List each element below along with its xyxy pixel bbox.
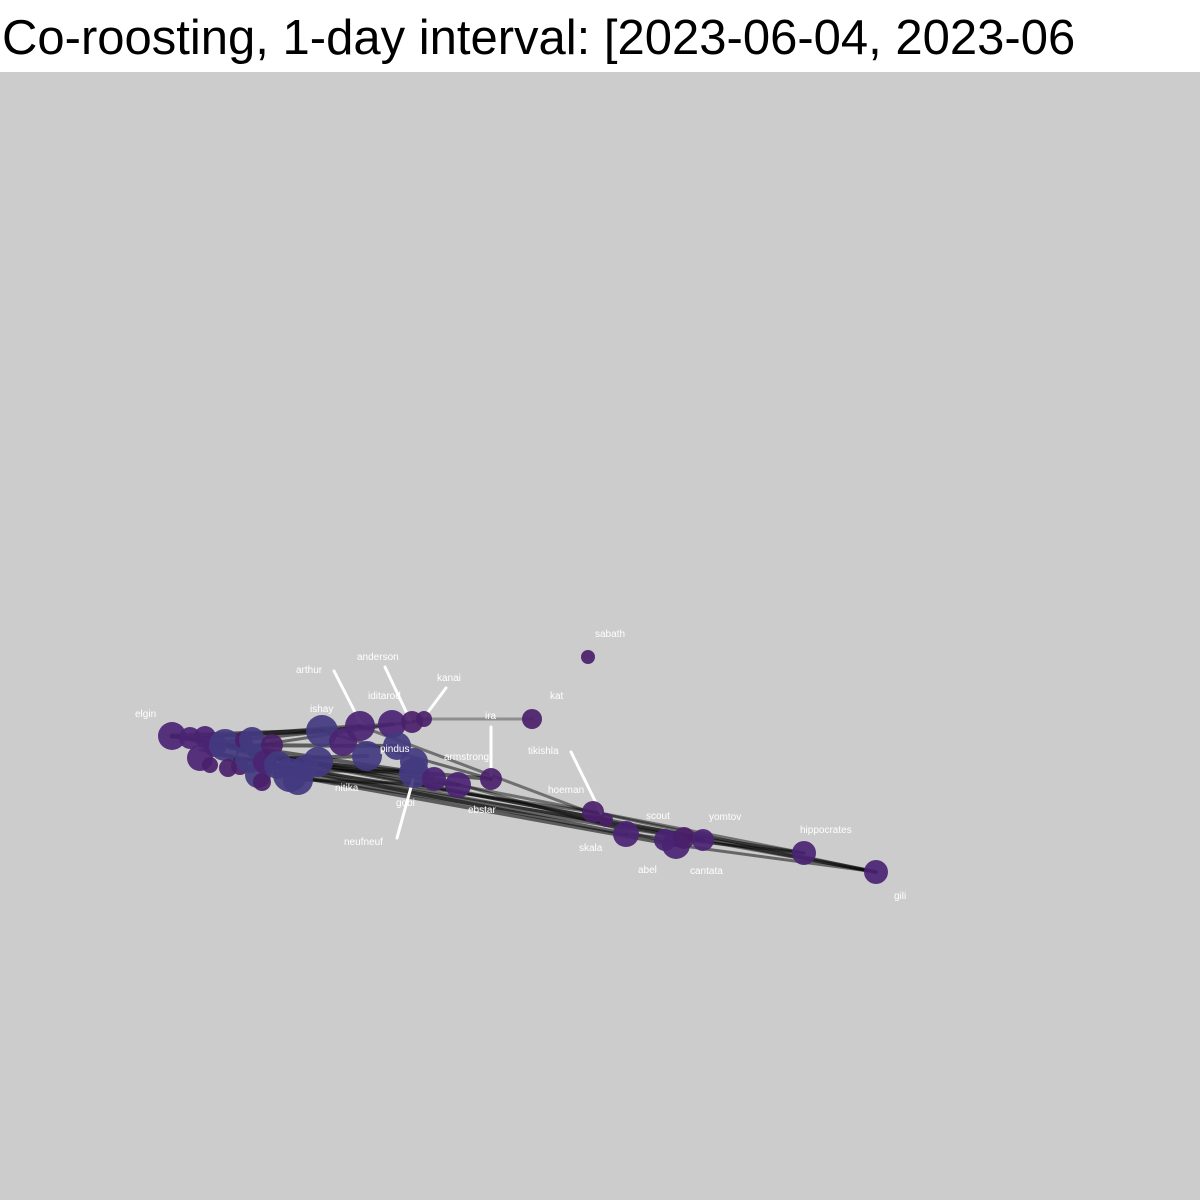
node-pindus[interactable] [352, 741, 382, 771]
label-neufneuf: neufneuf [344, 837, 383, 848]
label-armstrong: armstrong [444, 752, 489, 763]
leader-lines [332, 665, 604, 840]
chart-title: Co-roosting, 1-day interval: [2023-06-04… [2, 11, 1076, 65]
node-layer [158, 650, 888, 884]
node-hoeman[interactable] [582, 801, 604, 823]
label-pindus: pindus [380, 744, 409, 755]
title-bar: Co-roosting, 1-day interval: [2023-06-04… [0, 0, 1200, 72]
plot-area: elgin arthur anderson iditarod kanai ish… [0, 72, 1200, 1200]
node-sabath[interactable] [581, 650, 595, 664]
node-armstrong[interactable] [480, 768, 502, 790]
node-kanai[interactable] [416, 711, 432, 727]
label-abel: abel [638, 865, 657, 876]
node-hippocrates[interactable] [792, 841, 816, 865]
node[interactable] [261, 734, 283, 756]
edge [258, 768, 678, 847]
node-iditarod[interactable] [378, 710, 406, 738]
label-layer: elgin arthur anderson iditarod kanai ish… [135, 629, 906, 902]
label-gili: gili [894, 891, 906, 902]
label-ira: ira [485, 711, 497, 722]
node-elgin[interactable] [158, 722, 186, 750]
leader-line-kanai [423, 686, 448, 718]
node[interactable] [422, 767, 446, 791]
node[interactable] [253, 773, 271, 791]
label-yomtov: yomtov [709, 812, 741, 823]
label-hippocrates: hippocrates [800, 825, 852, 836]
node-kat[interactable] [522, 709, 542, 729]
label-ishay: ishay [310, 704, 333, 715]
network-graph: elgin arthur anderson iditarod kanai ish… [135, 629, 906, 902]
label-elgin: elgin [135, 709, 156, 720]
leader-line-neufneuf [395, 778, 415, 840]
label-sabath: sabath [595, 629, 625, 640]
node-arthur[interactable] [345, 711, 375, 741]
node[interactable] [209, 729, 241, 761]
node[interactable] [202, 757, 218, 773]
node-gobi[interactable] [399, 758, 429, 788]
label-kanai: kanai [437, 673, 461, 684]
node-gili[interactable] [864, 860, 888, 884]
label-cantata: cantata [690, 866, 723, 877]
node-tikishla[interactable] [599, 813, 613, 827]
node-yomtov[interactable] [692, 829, 714, 851]
label-kat: kat [550, 691, 564, 702]
node-scout[interactable] [673, 827, 695, 849]
label-scout: scout [646, 811, 670, 822]
edge [674, 843, 878, 874]
label-arthur: arthur [296, 665, 323, 676]
label-hoeman: hoeman [548, 785, 584, 796]
label-tikishla: tikishla [528, 746, 559, 757]
node-ebstar[interactable] [445, 772, 471, 798]
leader-line-anderson [383, 665, 412, 722]
label-skala: skala [579, 843, 603, 854]
node-skala[interactable] [613, 821, 639, 847]
label-anderson: anderson [357, 652, 399, 663]
label-gobi: gobi [396, 798, 415, 809]
label-iditarod: iditarod [368, 691, 401, 702]
label-ebstar: ebstar [468, 805, 496, 816]
edge [456, 783, 806, 855]
label-nitika: nitika [335, 783, 359, 794]
edge [591, 810, 878, 874]
node[interactable] [303, 747, 333, 777]
